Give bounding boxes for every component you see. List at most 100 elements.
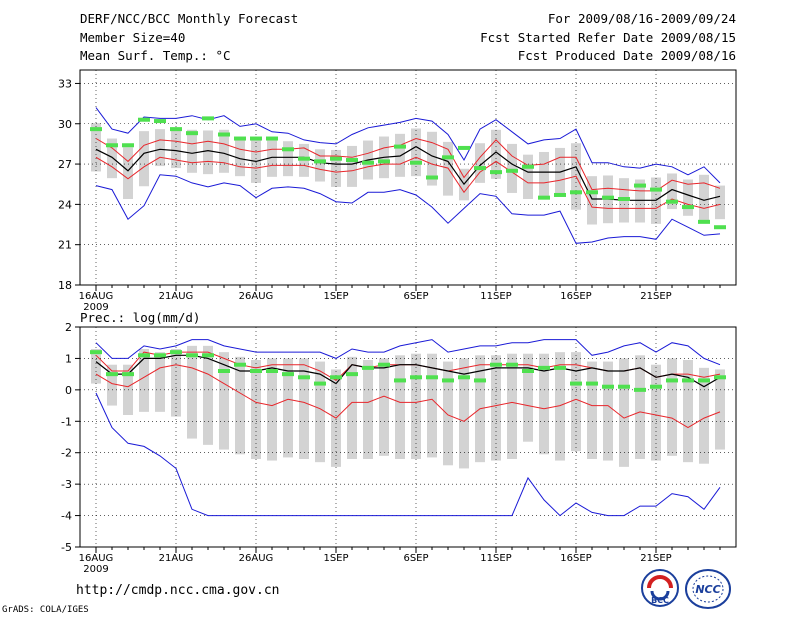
prec-observed-mark	[570, 381, 582, 386]
prec-member-box	[155, 352, 165, 412]
bcc-logo-text: BCC	[651, 596, 669, 605]
prec-observed-mark	[314, 381, 326, 386]
prec-member-box	[347, 356, 357, 459]
prec-xtick-label: 1SEP	[323, 553, 348, 564]
prec-member-box	[363, 360, 373, 459]
temp-panel: 18 21 24 27 30 33 16AUG 21AUG 26AUG 1SEP 6SEP 11SEP…	[58, 69, 737, 313]
forecast-period: For 2009/08/16-2009/09/24	[547, 11, 736, 26]
temp-member-box	[283, 141, 293, 177]
prec-observed-mark	[602, 384, 614, 389]
prec-observed-mark	[202, 353, 214, 358]
prec-observed-mark	[218, 369, 230, 373]
prec-observed-mark	[298, 375, 310, 380]
temp-observed-mark	[282, 147, 294, 152]
prec-observed-mark	[234, 362, 246, 367]
temp-observed-mark	[586, 190, 598, 195]
temp-member-box	[475, 143, 485, 183]
temp-member-box	[155, 129, 165, 167]
prec-member-box	[315, 361, 325, 463]
prec-member-box	[219, 352, 229, 450]
prec-observed-mark	[282, 372, 294, 377]
temp-member-box	[427, 131, 437, 186]
grads-credit: GrADS: COLA/IGES	[2, 605, 89, 615]
prec-member-box	[283, 358, 293, 458]
temp-observed-mark	[234, 136, 246, 141]
prec-observed-mark	[122, 372, 134, 377]
prec-series-max	[95, 339, 721, 366]
prec-observed-mark	[170, 350, 182, 355]
prec-observed-mark	[474, 378, 486, 383]
temp-observed-mark	[506, 168, 518, 173]
temp-observed-mark	[442, 155, 454, 160]
temp-observed-mark	[122, 143, 134, 148]
temp-member-box	[267, 140, 277, 177]
prec-xtick-label: 26AUG	[239, 553, 274, 564]
chart-title: DERF/NCC/BCC Monthly Forecast	[80, 11, 299, 26]
temp-member-box	[411, 128, 421, 177]
temp-observed-mark	[650, 187, 662, 192]
prec-observed-mark	[186, 353, 198, 358]
temp-xtick-label: 26AUG	[239, 291, 274, 302]
temp-member-box	[187, 129, 197, 173]
temp-observed-mark	[170, 127, 182, 132]
prec-observed-mark	[538, 365, 550, 370]
prec-observed-mark	[506, 362, 518, 367]
temp-member-box	[635, 179, 645, 223]
prec-observed-mark	[554, 365, 566, 370]
temp-observed-mark	[682, 205, 694, 210]
prec-member-box	[667, 358, 677, 456]
prec-observed-mark	[634, 387, 646, 392]
prec-observed-mark	[106, 372, 118, 377]
temp-member-box	[235, 137, 245, 177]
temp-observed-mark	[266, 136, 278, 141]
prec-observed-mark	[426, 375, 438, 380]
prec-member-box	[267, 358, 277, 461]
temp-observed-mark	[490, 170, 502, 175]
temp-series-mean	[95, 145, 721, 201]
prec-observed-mark	[410, 375, 422, 380]
temp-observed-mark	[714, 225, 726, 230]
prec-member-box	[427, 353, 437, 458]
temp-observed-mark	[458, 145, 470, 150]
prec-member-box	[411, 353, 421, 459]
temp-member-box	[91, 123, 101, 172]
prec-ytick-label: 2	[65, 321, 72, 334]
temp-member-box	[123, 147, 133, 199]
temp-observed-mark	[394, 144, 406, 149]
prec-observed-mark	[618, 384, 630, 389]
temp-xtick-label: 11SEP	[480, 291, 511, 302]
temp-member-box	[683, 179, 693, 216]
source-url[interactable]: http://cmdp.ncc.cma.gov.cn	[76, 583, 280, 598]
temp-member-box	[219, 129, 229, 173]
prec-observed-mark	[682, 378, 694, 383]
temp-observed-mark	[154, 119, 166, 124]
prec-observed-mark	[458, 375, 470, 380]
prec-xtick-label: 21AUG	[159, 553, 194, 564]
temp-ytick-label: 21	[58, 239, 72, 252]
prec-observed-mark	[330, 375, 342, 380]
prec-observed-mark	[362, 365, 374, 370]
prec-xtick-label: 6SEP	[403, 553, 428, 564]
temp-member-box	[539, 151, 549, 199]
prec-title: Prec.: log(mm/d)	[80, 310, 200, 325]
prec-member-box	[171, 349, 181, 417]
temp-plot-frame	[79, 69, 737, 286]
temp-year-label: 2009	[83, 302, 108, 313]
prec-member-box	[539, 353, 549, 455]
temp-member-box	[347, 145, 357, 187]
prec-observed-mark	[394, 378, 406, 383]
temp-observed-mark	[378, 159, 390, 164]
prec-member-box	[187, 345, 197, 439]
temp-ytick-label: 18	[58, 279, 72, 292]
prec-member-box	[507, 353, 517, 459]
temp-series-lower	[95, 156, 721, 209]
temp-member-box	[315, 149, 325, 182]
temp-observed-mark	[698, 219, 710, 224]
prec-member-box	[379, 358, 389, 456]
prec-member-box	[443, 361, 453, 466]
prec-member-box	[603, 361, 613, 461]
prec-xtick-label: 21SEP	[640, 553, 671, 564]
temp-observed-mark	[346, 158, 358, 163]
temp-member-box	[699, 174, 709, 222]
prec-plot-frame	[79, 326, 737, 548]
